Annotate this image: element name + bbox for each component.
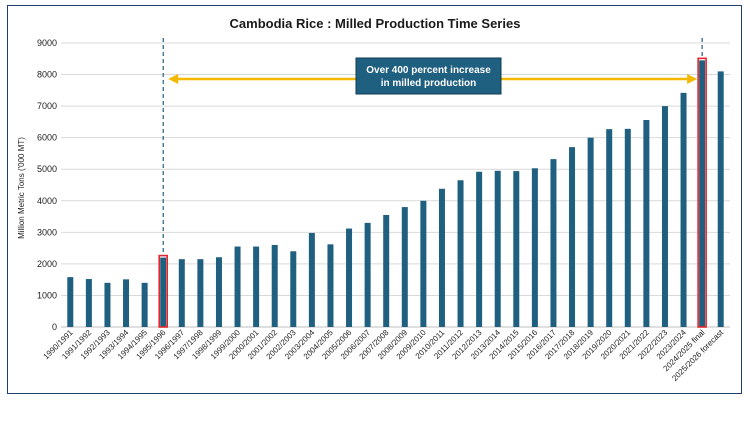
bar — [438, 188, 445, 327]
y-tick-label: 2000 — [37, 259, 57, 269]
bar — [215, 257, 222, 327]
bar — [383, 214, 390, 327]
y-tick-label: 8000 — [37, 70, 57, 80]
bar — [531, 168, 538, 327]
x-tick-labels: 1990/19911991/19921992/19931993/19941994… — [42, 328, 726, 383]
y-tick-label: 7000 — [37, 101, 57, 111]
bar — [699, 60, 706, 327]
y-axis-label: Million Metric Tons ('000 MT) — [17, 137, 26, 239]
chart-frame: Cambodia Rice : Milled Production Time S… — [7, 5, 742, 394]
bar — [141, 282, 148, 327]
bar — [494, 170, 501, 327]
bar — [569, 147, 576, 327]
y-tick-label: 6000 — [37, 133, 57, 143]
chart-title: Cambodia Rice : Milled Production Time S… — [230, 16, 521, 31]
bar — [587, 137, 594, 327]
bar — [271, 244, 278, 327]
bar — [123, 279, 130, 327]
bars — [67, 60, 724, 328]
bar — [606, 129, 613, 327]
bar — [85, 279, 92, 327]
bar — [160, 257, 167, 327]
bar — [67, 277, 74, 327]
bar — [290, 251, 297, 327]
bar — [513, 171, 520, 327]
bar — [104, 282, 111, 327]
bar — [476, 171, 483, 327]
annotation-text: Over 400 percent increase — [366, 65, 491, 76]
bar — [308, 232, 315, 327]
bar — [234, 246, 241, 327]
bar — [346, 228, 353, 327]
y-tick-label: 0 — [52, 322, 57, 332]
y-tick-label: 3000 — [37, 227, 57, 237]
y-tick-label: 4000 — [37, 196, 57, 206]
y-tick-label: 9000 — [37, 38, 57, 48]
bar — [643, 119, 650, 328]
y-tick-label: 1000 — [37, 290, 57, 300]
annotation-text: in milled production — [381, 78, 477, 89]
annotation-box — [355, 57, 502, 95]
bar — [253, 246, 260, 327]
bar — [364, 222, 371, 327]
y-tick-label: 5000 — [37, 164, 57, 174]
bar — [680, 92, 687, 327]
bar — [401, 207, 408, 327]
arrow-head-left — [168, 74, 179, 84]
bar — [178, 259, 185, 327]
arrow-head-right — [687, 74, 698, 84]
bar — [327, 244, 334, 327]
bar — [550, 159, 557, 327]
bar — [661, 106, 668, 327]
annotation: Over 400 percent increase in milled produ… — [162, 38, 703, 256]
highlight-box — [697, 57, 707, 328]
bar-chart: Cambodia Rice : Milled Production Time S… — [17, 16, 730, 383]
highlight-boxes — [158, 57, 707, 328]
bar — [624, 128, 631, 327]
bar — [197, 259, 204, 327]
bar — [420, 200, 427, 327]
bar — [457, 180, 464, 327]
bar — [717, 71, 724, 328]
y-tick-labels: 0 1000 2000 3000 4000 5000 6000 7000 8000 9000 — [37, 38, 57, 332]
